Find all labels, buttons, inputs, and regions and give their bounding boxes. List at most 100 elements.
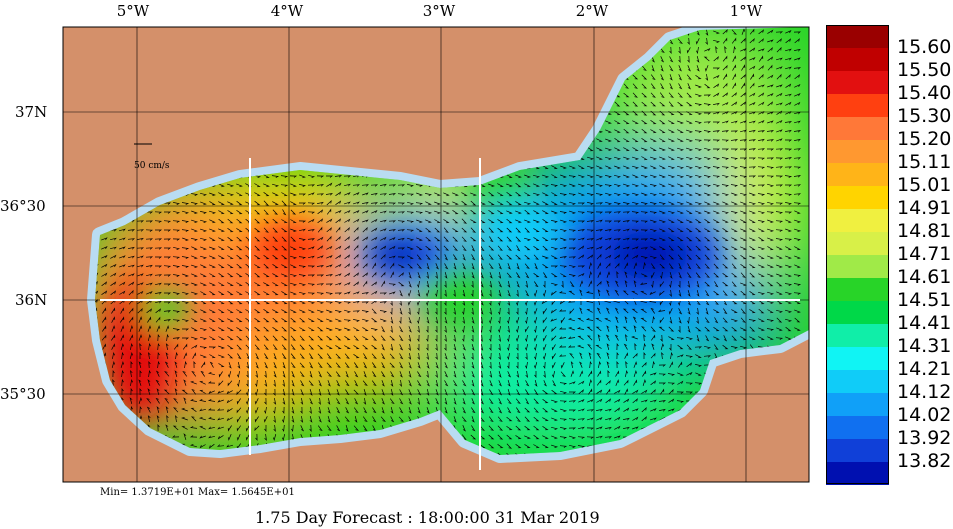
current-arrow	[587, 165, 595, 170]
current-arrow	[300, 398, 304, 405]
current-arrow	[659, 192, 667, 197]
current-arrow	[389, 255, 396, 259]
current-arrow	[632, 92, 638, 98]
current-arrow	[381, 407, 385, 414]
current-arrow	[542, 245, 549, 251]
current-arrow	[335, 210, 342, 214]
current-arrow	[110, 263, 117, 268]
current-arrow	[506, 200, 513, 206]
current-arrow	[703, 355, 712, 358]
current-arrow	[578, 254, 585, 259]
current-arrow	[191, 228, 198, 233]
current-arrow	[172, 283, 181, 287]
current-arrow	[299, 317, 306, 323]
current-arrow	[794, 101, 801, 106]
current-arrow	[397, 256, 406, 259]
current-arrow	[353, 210, 360, 214]
current-arrow	[525, 316, 528, 325]
current-arrow	[659, 174, 666, 179]
current-arrow	[209, 300, 216, 305]
current-arrow	[255, 362, 259, 369]
current-arrow	[659, 210, 666, 215]
current-arrow	[453, 380, 458, 387]
current-arrow	[785, 57, 792, 61]
current-arrow	[156, 406, 160, 413]
colorbar-swatch	[826, 347, 889, 371]
current-arrow	[721, 130, 730, 133]
current-arrow	[660, 388, 665, 395]
current-arrow	[308, 344, 315, 350]
current-arrow	[687, 37, 690, 46]
current-arrow	[587, 202, 594, 206]
current-arrow	[272, 245, 279, 251]
current-arrow	[397, 184, 406, 187]
current-arrow	[435, 280, 438, 289]
current-arrow	[227, 327, 234, 332]
current-arrow	[182, 337, 190, 340]
current-arrow	[309, 398, 314, 405]
current-arrow	[416, 237, 423, 242]
current-arrow	[182, 300, 189, 305]
colorbar-label: 14.31	[897, 335, 952, 357]
current-arrow	[199, 444, 206, 449]
current-arrow	[417, 397, 421, 406]
current-arrow	[390, 271, 395, 278]
current-arrow	[335, 218, 342, 224]
current-arrow	[776, 300, 783, 305]
current-arrow	[192, 352, 197, 359]
current-arrow	[731, 281, 737, 287]
current-arrow	[444, 343, 447, 351]
current-arrow	[632, 147, 639, 152]
current-arrow	[685, 382, 694, 385]
current-arrow	[704, 83, 711, 89]
current-arrow	[586, 211, 595, 214]
current-arrow	[595, 193, 604, 196]
current-arrow	[218, 218, 225, 224]
current-arrow	[640, 238, 649, 241]
current-arrow	[317, 218, 324, 224]
current-arrow	[408, 362, 412, 369]
current-arrow	[570, 281, 575, 288]
current-arrow	[649, 174, 658, 179]
current-arrow	[678, 83, 683, 90]
current-arrow	[102, 325, 107, 332]
current-arrow	[120, 307, 125, 314]
current-arrow	[641, 407, 647, 413]
current-arrow	[650, 74, 656, 81]
current-arrow	[757, 166, 766, 169]
current-arrow	[462, 398, 466, 405]
current-arrow	[388, 220, 397, 223]
current-arrow	[677, 210, 684, 215]
current-arrow	[371, 317, 378, 323]
current-arrow	[560, 201, 567, 206]
current-arrow	[119, 264, 126, 268]
current-arrow	[110, 246, 117, 250]
current-arrow	[568, 247, 576, 250]
current-arrow	[300, 416, 304, 423]
current-arrow	[568, 427, 577, 430]
current-arrow	[254, 291, 261, 296]
current-arrow	[380, 219, 387, 223]
current-arrow	[550, 399, 559, 404]
current-arrow	[371, 344, 378, 350]
current-arrow	[614, 129, 621, 134]
current-arrow	[362, 226, 368, 233]
current-arrow	[435, 370, 438, 378]
current-arrow	[669, 56, 674, 63]
current-arrow	[551, 326, 557, 333]
current-arrow	[597, 262, 602, 269]
colorbar-swatch	[826, 117, 889, 141]
current-arrow	[641, 110, 648, 116]
current-arrow	[740, 264, 747, 269]
current-arrow	[307, 184, 316, 187]
current-arrow	[595, 202, 604, 205]
current-arrow	[146, 308, 153, 314]
current-arrow	[677, 219, 684, 224]
current-arrow	[685, 355, 694, 358]
current-arrow	[417, 325, 420, 333]
current-arrow	[128, 264, 135, 268]
current-arrow	[183, 352, 188, 359]
current-arrow	[335, 371, 341, 378]
current-arrow	[641, 273, 648, 278]
